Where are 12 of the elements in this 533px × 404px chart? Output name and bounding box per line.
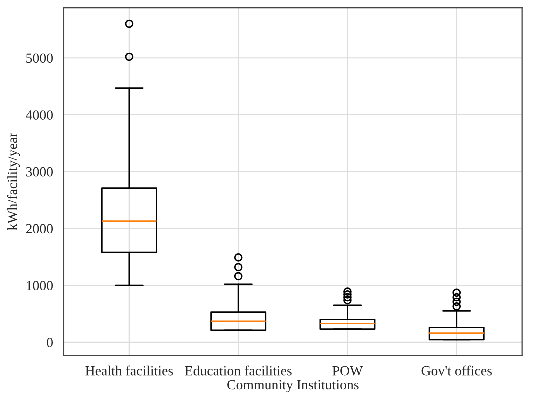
y-tick-label: 1000: [26, 281, 54, 291]
y-tick-label: 5000: [26, 54, 54, 64]
x-tick-label: POW: [332, 366, 364, 376]
y-tick-label: 3000: [26, 167, 54, 177]
x-axis-title: Community Institutions: [228, 380, 359, 393]
y-tick-label: 0: [47, 338, 54, 348]
x-tick-label: Gov't offices: [422, 366, 492, 376]
y-tick-label: 4000: [26, 110, 54, 120]
x-tick-label: Health facilities: [86, 366, 174, 376]
y-axis-title: kWh/facility/year: [7, 132, 20, 231]
y-tick-label: 2000: [26, 224, 54, 234]
x-tick-label: Education facilities: [185, 366, 292, 376]
